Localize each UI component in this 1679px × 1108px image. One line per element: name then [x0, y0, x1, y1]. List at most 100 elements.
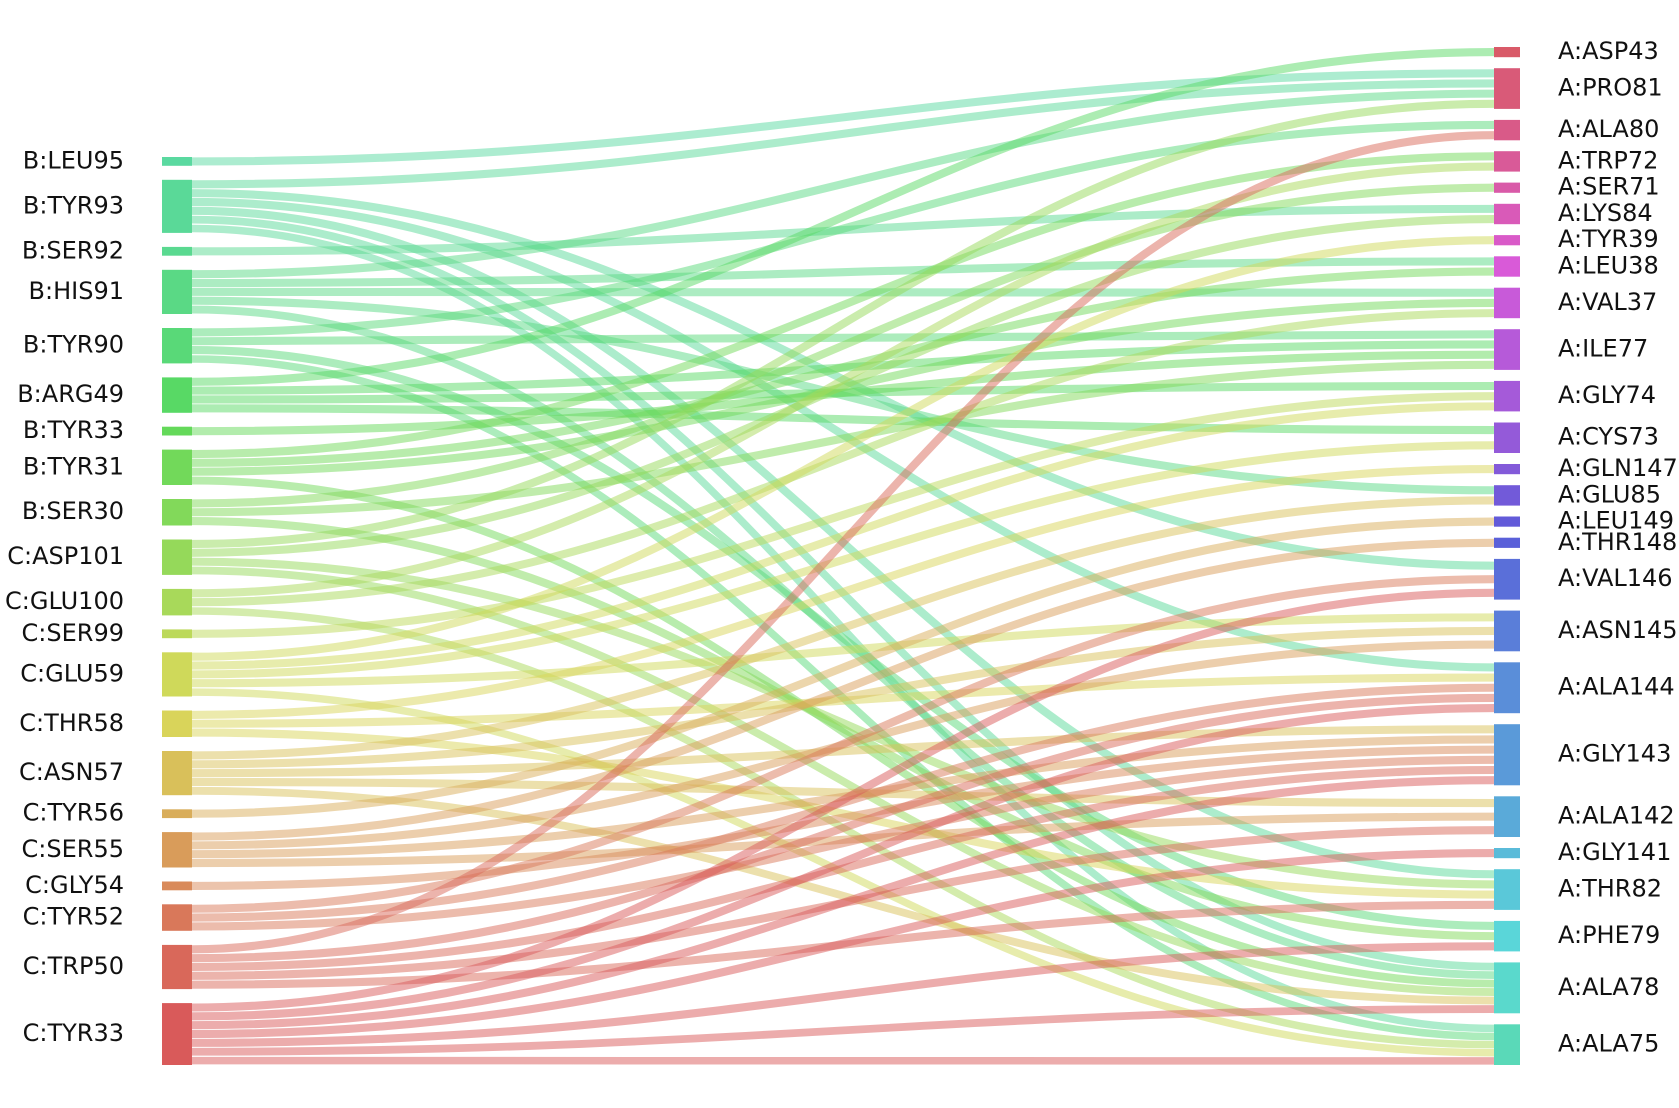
node-label-c-thr58: C:THR58	[19, 709, 124, 737]
node-label-a-thr148: A:THR148	[1558, 528, 1677, 556]
flow-c-tyr33-to-a-gly141	[191, 849, 1495, 1039]
node-label-a-val37: A:VAL37	[1558, 288, 1657, 316]
node-label-c-tyr33: C:TYR33	[23, 1019, 124, 1047]
flow-c-thr58-to-a-gln147	[191, 465, 1495, 719]
flow-b-tyr31-to-a-leu38	[191, 267, 1495, 467]
node-label-a-gly143: A:GLY143	[1558, 740, 1671, 768]
node-bar-c-tyr33	[162, 1003, 192, 1065]
flow-c-tyr52-to-a-val146	[191, 575, 1495, 913]
node-label-a-ser71: A:SER71	[1558, 173, 1660, 201]
node-bar-a-phe79	[1494, 920, 1520, 952]
flow-c-gly54-to-a-gly143	[191, 745, 1495, 890]
node-label-c-glu59: C:GLU59	[20, 659, 124, 687]
node-bar-c-thr58	[162, 710, 192, 737]
node-bar-a-ala78	[1494, 962, 1520, 1014]
flow-c-asp101-to-a-lys84	[191, 214, 1495, 557]
flow-b-tyr90-to-a-ala80	[191, 120, 1495, 337]
left-node-bars	[162, 157, 192, 1065]
node-label-a-ala144: A:ALA144	[1558, 673, 1675, 701]
flow-b-his91-to-a-val37	[191, 287, 1495, 297]
flow-b-leu95-to-a-pro81	[191, 69, 1495, 166]
flow-b-his91-to-a-pro81	[191, 89, 1495, 279]
node-label-a-ala80: A:ALA80	[1558, 115, 1659, 143]
node-label-a-leu38: A:LEU38	[1558, 252, 1659, 280]
node-bar-a-asn145	[1494, 610, 1520, 652]
node-bar-b-ser30	[162, 499, 192, 526]
node-bar-a-leu38	[1494, 256, 1520, 277]
node-bar-c-tyr56	[162, 809, 192, 819]
node-label-c-asn57: C:ASN57	[19, 758, 124, 786]
node-bar-a-ala144	[1494, 662, 1520, 714]
node-bar-c-asp101	[162, 539, 192, 575]
node-label-a-val146: A:VAL146	[1558, 564, 1673, 592]
node-bar-b-ser92	[162, 246, 192, 256]
flow-c-trp50-to-a-ala80	[191, 131, 1495, 954]
node-label-a-thr82: A:THR82	[1558, 875, 1662, 903]
node-label-a-pro81: A:PRO81	[1558, 74, 1663, 102]
node-label-a-asp43: A:ASP43	[1558, 37, 1659, 65]
node-label-c-tyr52: C:TYR52	[23, 903, 124, 931]
flow-b-tyr31-to-a-trp72	[191, 152, 1495, 459]
node-label-c-gly54: C:GLY54	[25, 871, 124, 899]
flow-c-tyr33-to-a-val146	[191, 588, 1495, 1012]
node-label-a-gly141: A:GLY141	[1558, 838, 1671, 866]
node-label-c-tyr56: C:TYR56	[23, 799, 124, 827]
node-label-b-ser92: B:SER92	[22, 236, 124, 264]
node-bar-a-ser71	[1494, 182, 1520, 193]
node-label-b-arg49: B:ARG49	[17, 380, 124, 408]
flow-c-asn57-to-a-ala78	[191, 786, 1495, 1005]
node-label-b-tyr90: B:TYR90	[23, 331, 124, 359]
node-label-c-ser99: C:SER99	[22, 619, 124, 647]
right-node-labels: A:ASP43 A:PRO81 A:ALA80 A:TRP72A:SER71A:LYS…	[1558, 37, 1678, 1058]
node-bar-a-ala80	[1494, 119, 1520, 141]
flow-c-asn57-to-a-glu85	[191, 496, 1495, 760]
node-label-a-ile77: A:ILE77	[1558, 335, 1648, 363]
node-bar-a-ile77	[1494, 329, 1520, 370]
node-label-a-ala75: A:ALA75	[1558, 1030, 1659, 1058]
node-bar-c-gly54	[162, 881, 192, 891]
flow-c-glu59-to-a-gly74	[191, 402, 1495, 670]
node-label-c-trp50: C:TRP50	[23, 952, 124, 980]
node-label-a-ala142: A:ALA142	[1558, 802, 1675, 830]
flow-c-tyr33-to-a-ala78	[191, 1005, 1495, 1056]
node-label-a-tyr39: A:TYR39	[1558, 225, 1659, 253]
node-label-c-ser55: C:SER55	[22, 835, 124, 863]
node-label-b-leu95: B:LEU95	[23, 146, 124, 174]
node-bar-c-glu59	[162, 652, 192, 697]
node-bar-a-gly143	[1494, 724, 1520, 786]
flow-c-asp101-to-a-ala78	[191, 566, 1495, 996]
flow-c-trp50-to-a-gly143	[191, 765, 1495, 972]
flow-c-asn57-to-a-gly143	[191, 725, 1495, 778]
node-label-a-gln147: A:GLN147	[1558, 454, 1678, 482]
flow-c-tyr33-to-a-gly143	[191, 776, 1495, 1030]
node-bar-a-gly74	[1494, 380, 1520, 412]
node-bar-b-tyr93	[162, 179, 192, 233]
node-bar-a-gln147	[1494, 464, 1520, 475]
flow-group	[191, 48, 1495, 1065]
node-bar-a-pro81	[1494, 68, 1520, 109]
flow-b-tyr90-to-a-ile77	[191, 330, 1495, 346]
node-bar-a-glu85	[1494, 485, 1520, 506]
flow-b-arg49-to-a-cys73	[191, 404, 1495, 435]
flow-c-glu100-to-a-trp72	[191, 162, 1495, 598]
node-bar-a-ala75	[1494, 1024, 1520, 1065]
node-bar-c-asn57	[162, 751, 192, 796]
node-label-a-glu85: A:GLU85	[1558, 480, 1661, 508]
right-node-bars	[1494, 47, 1520, 1065]
flow-c-tyr56-to-a-leu149	[191, 517, 1495, 818]
node-bar-a-asp43	[1494, 47, 1520, 58]
node-bar-c-trp50	[162, 944, 192, 990]
flow-c-glu100-to-a-val37	[191, 309, 1495, 607]
flow-c-glu59-to-a-tyr39	[191, 236, 1495, 661]
node-bar-b-tyr33	[162, 426, 192, 436]
flow-c-tyr52-to-a-gly143	[191, 755, 1495, 931]
left-node-labels: B:LEU95 B:TYR93 B:SER92 B:HIS91 B:TYR90 B:ARG…	[5, 146, 124, 1047]
node-bar-a-val146	[1494, 558, 1520, 600]
node-label-a-trp72: A:TRP72	[1558, 146, 1658, 174]
node-label-a-phe79: A:PHE79	[1558, 921, 1660, 949]
flow-c-tyr33-to-a-phe79	[191, 942, 1495, 1047]
node-label-c-glu100: C:GLU100	[5, 587, 124, 615]
node-label-a-gly74: A:GLY74	[1558, 381, 1656, 409]
node-bar-a-ala142	[1494, 796, 1520, 837]
